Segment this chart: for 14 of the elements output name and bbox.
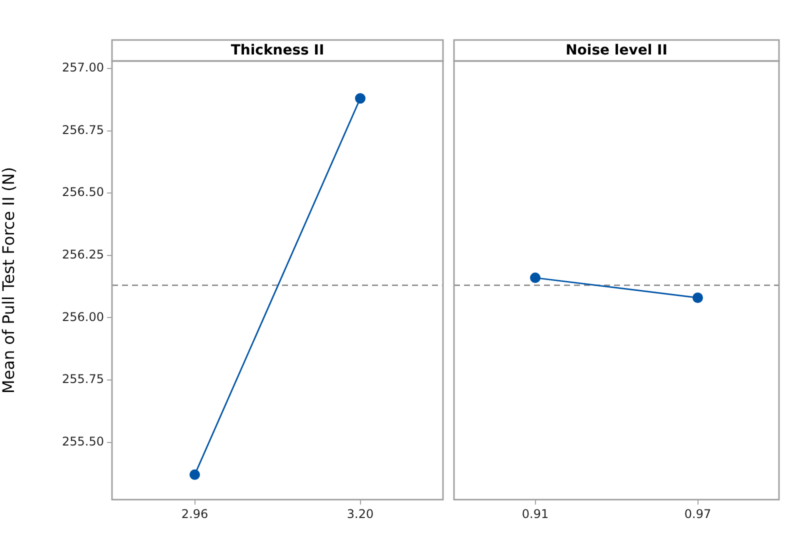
y-tick-label: 256.75 [62, 122, 104, 137]
x-tick-label: 2.96 [181, 506, 208, 521]
x-tick-label: 0.91 [522, 506, 549, 521]
chart-title: Thickness II [230, 42, 324, 59]
x-tick-label: 3.20 [346, 506, 374, 521]
y-tick-label: 256.25 [62, 248, 104, 262]
x-tick-label: 0.97 [684, 506, 712, 521]
y-tick-label: 256.00 [62, 310, 104, 324]
y-axis-title: Mean of Pull Test Force II (N) [0, 166, 18, 394]
y-tick-label: 255.50 [62, 434, 104, 448]
chart-title: Noise level II [566, 42, 668, 59]
y-tick-label: 255.75 [62, 372, 104, 386]
y-tick-label: 256.50 [62, 185, 104, 200]
y-tick-label: 257.00 [62, 60, 104, 75]
